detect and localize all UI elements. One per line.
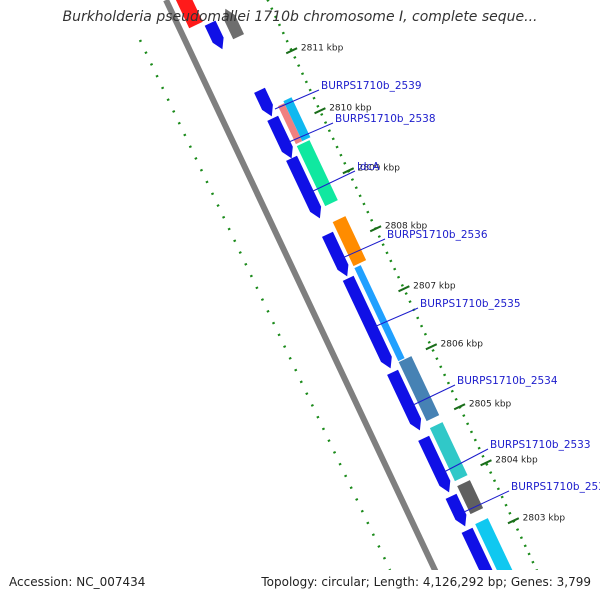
- kbp-tick-mark: [369, 225, 382, 233]
- gene-teal[interactable]: [429, 422, 468, 482]
- kbp-tick-mark: [425, 343, 438, 351]
- gene-label[interactable]: BURPS1710b_2532: [511, 481, 600, 493]
- kbp-tick-mark: [285, 47, 298, 55]
- gene-orange[interactable]: [332, 216, 367, 267]
- gene-leader-line: [443, 448, 489, 473]
- gene-leader-line: [339, 238, 386, 260]
- gene-leader-line: [463, 490, 510, 513]
- kbp-tick-label: 2810 kbp: [329, 103, 372, 113]
- kbp-tick-mark: [398, 285, 410, 293]
- kbp-tick-mark: [314, 107, 326, 115]
- kbp-tick-mark: [507, 517, 520, 525]
- kbp-tick-label: 2806 kbp: [441, 339, 484, 349]
- kbp-tick-label: 2809 kbp: [358, 163, 401, 173]
- backbone-line: [163, 0, 439, 570]
- gene-red[interactable]: [165, 0, 203, 29]
- gene-blue-4[interactable]: [286, 155, 322, 219]
- gene-salmon[interactable]: [278, 103, 303, 145]
- gene-label[interactable]: BURPS1710b_2534: [457, 375, 558, 387]
- gene-blue-9[interactable]: [445, 493, 467, 527]
- kbp-tick-mark: [453, 403, 466, 411]
- map-title: Burkholderia pseudomallei 1710b chromoso…: [62, 9, 538, 25]
- kbp-tick-label: 2807 kbp: [413, 281, 456, 291]
- gene-blue-10[interactable]: [461, 527, 497, 591]
- gene-blue-1[interactable]: [204, 20, 224, 50]
- kbp-tick-label: 2803 kbp: [523, 513, 566, 523]
- gene-blue-2[interactable]: [254, 87, 273, 117]
- kbp-tick-mark: [342, 167, 355, 175]
- kbp-tick-label: 2804 kbp: [495, 455, 538, 465]
- gene-leader-line: [274, 89, 320, 110]
- accession-text: Accession: NC_007434: [9, 575, 146, 589]
- gene-leader-line: [410, 384, 456, 407]
- gene-label[interactable]: BURPS1710b_2538: [335, 113, 436, 125]
- gene-gray-1[interactable]: [224, 8, 244, 40]
- kbp-tick-label: 2808 kbp: [385, 221, 428, 231]
- gene-label[interactable]: BURPS1710b_2533: [490, 439, 591, 451]
- kbp-tick-mark: [480, 459, 492, 467]
- gene-label[interactable]: BURPS1710b_2539: [321, 80, 422, 92]
- gene-blue-3[interactable]: [267, 115, 293, 159]
- gene-blue-6[interactable]: [342, 275, 392, 369]
- gene-label[interactable]: BURPS1710b_2536: [387, 229, 488, 241]
- gene-cyan-2[interactable]: [354, 265, 405, 362]
- genome-summary-text: Topology: circular; Length: 4,126,292 bp…: [261, 575, 591, 589]
- gene-cyan-3[interactable]: [475, 518, 517, 586]
- kbp-tick-label: 2811 kbp: [301, 43, 344, 53]
- gene-leader-line: [310, 170, 356, 193]
- gene-label[interactable]: ldcA: [357, 161, 380, 173]
- gene-blue-7[interactable]: [387, 369, 422, 431]
- gene-leader-line: [288, 122, 334, 143]
- gene-steel[interactable]: [398, 356, 440, 422]
- kbp-tick-label: 2805 kbp: [469, 399, 512, 409]
- gene-green[interactable]: [296, 140, 338, 207]
- gene-leader-line: [373, 307, 419, 328]
- gene-blue-5[interactable]: [322, 231, 349, 277]
- gene-label[interactable]: BURPS1710b_2535: [420, 298, 521, 310]
- gene-blue-8[interactable]: [418, 435, 451, 493]
- gene-cyan-1[interactable]: [283, 97, 311, 142]
